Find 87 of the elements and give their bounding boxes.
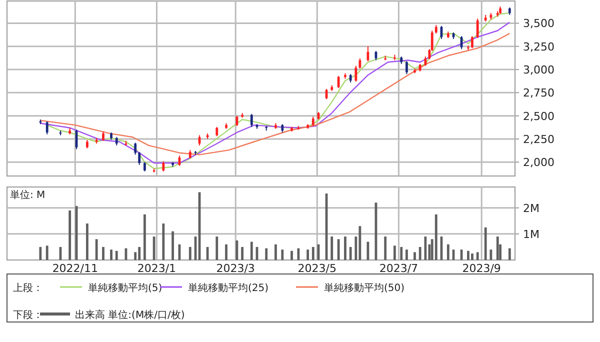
bar [312, 246, 314, 260]
bar [68, 210, 72, 260]
bar [484, 227, 487, 260]
y-tick-label: 2,750 [523, 86, 554, 100]
bar [393, 246, 396, 260]
legend-label: 単純移動平均(5) [88, 282, 162, 294]
bar [446, 244, 450, 260]
y-tick-label: 1M [523, 228, 540, 241]
bar [250, 242, 253, 260]
bar [434, 214, 438, 260]
bar [102, 246, 104, 260]
y-tick-label: 3,500 [523, 17, 554, 30]
legend-label: 単純移動平均(25) [188, 282, 269, 294]
bar [162, 224, 165, 260]
legend-title: 上段： [13, 282, 43, 294]
bar [86, 224, 88, 260]
candlestick [143, 162, 146, 172]
bar [236, 240, 238, 260]
bar [414, 252, 416, 260]
candlestick [476, 18, 479, 39]
bar [290, 250, 293, 260]
bar [400, 246, 403, 260]
y-tick-label: 2M [523, 202, 540, 215]
bar [172, 231, 174, 260]
bar [306, 250, 309, 260]
x-tick-label: 2023/9 [462, 262, 501, 275]
bar [188, 246, 192, 260]
y-tick-label: 3,000 [523, 64, 554, 77]
candlestick [358, 58, 362, 70]
bar [274, 244, 277, 260]
bar [471, 253, 474, 260]
x-tick-label: 2023/3 [216, 262, 255, 275]
bar [418, 246, 422, 260]
bar [143, 214, 146, 260]
bar [115, 250, 118, 260]
candlestick [366, 46, 370, 62]
candlestick [424, 56, 427, 66]
bar [241, 246, 244, 260]
bar [281, 250, 284, 260]
candlestick [406, 60, 408, 75]
candlestick [138, 151, 141, 166]
bar [330, 236, 334, 260]
x-tick-label: 2022/11 [52, 262, 98, 275]
candlestick [46, 120, 48, 135]
y-tick-label: 2,000 [523, 156, 554, 170]
bar [152, 236, 156, 260]
bar [349, 246, 352, 260]
bar [297, 248, 300, 260]
bar [46, 246, 48, 260]
candlestick [312, 116, 314, 126]
y-tick-label: 2,250 [523, 132, 554, 146]
legend-title: 下段： [13, 309, 43, 321]
y-tick-label: 3,250 [523, 40, 554, 54]
bar [358, 226, 362, 260]
y-tick-label: 2,500 [523, 110, 554, 123]
candlestick [236, 115, 238, 126]
bar [384, 236, 387, 260]
bar [496, 236, 499, 260]
bar [265, 248, 268, 260]
bar [110, 250, 112, 260]
bar [138, 246, 141, 260]
candlestick [471, 36, 474, 49]
bar [467, 250, 470, 260]
bar [95, 239, 98, 260]
bar [476, 252, 479, 260]
candlestick [216, 126, 218, 137]
candlestick [102, 131, 104, 142]
candlestick [162, 160, 165, 172]
legend-label: 単純移動平均(50) [324, 282, 405, 294]
candlestick [134, 142, 137, 156]
bar [490, 250, 492, 260]
legend-label: 出来高 単位:(M株/口/枚) [75, 309, 185, 321]
bar [406, 250, 408, 260]
bar [216, 236, 218, 260]
candlestick [354, 65, 358, 82]
candlestick [250, 113, 253, 128]
candlestick [393, 54, 396, 61]
bar [508, 248, 511, 260]
x-tick-label: 2023/5 [298, 262, 336, 275]
x-tick-label: 2023/7 [379, 262, 418, 275]
y-axis-title: 単位: M [10, 189, 46, 201]
bar [424, 236, 427, 260]
bar [225, 244, 228, 260]
bar [39, 246, 42, 260]
x-tick-label: 2023/1 [137, 262, 176, 275]
bar [366, 242, 370, 260]
bar [344, 236, 346, 260]
